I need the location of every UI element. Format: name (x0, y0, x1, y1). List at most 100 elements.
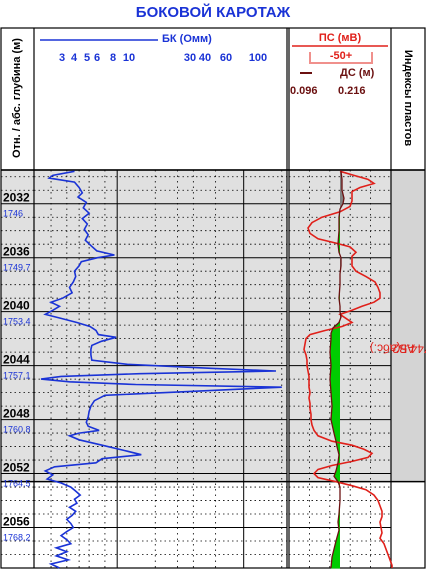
ds-fill-gray (340, 174, 342, 176)
ds-fill-green (331, 408, 340, 410)
ds-fill-green (330, 384, 340, 386)
ds-fill-green (338, 519, 340, 521)
ds-fill-green (335, 543, 340, 545)
ds-fill-green (331, 333, 340, 336)
ds-fill-green (335, 472, 340, 475)
ds-fill-gray (340, 178, 342, 180)
ds-fill-green (332, 555, 340, 558)
ds-fill-green (338, 518, 340, 520)
bk-tick-label: 8 (110, 52, 116, 64)
ds-fill-green (330, 375, 340, 377)
ds-fill-green (331, 415, 340, 417)
ds-fill-green (337, 448, 340, 450)
ds-fill-green (330, 381, 340, 383)
ds-fill-green (338, 518, 340, 520)
ds-fill-green (337, 449, 340, 452)
bk-curve (40, 170, 282, 569)
ds-fill-green (331, 423, 340, 425)
ds-fill-green (336, 444, 340, 446)
ds-fill-gray (340, 182, 342, 184)
ds-fill-green (336, 445, 340, 448)
ds-fill-green (336, 540, 340, 542)
ds-fill-green (330, 340, 340, 342)
ds-fill-green (330, 361, 340, 363)
ds-fill-green (333, 553, 340, 555)
ds-fill-gray (340, 194, 344, 197)
ds-fill-gray (340, 203, 344, 205)
layer-label: АВ21744.5(абс.) (370, 308, 426, 388)
ds-fill-green (334, 433, 340, 435)
ds-fill-green (331, 331, 340, 333)
ds-fill-green (338, 525, 340, 527)
ds-fill-gray (340, 195, 344, 197)
ds-fill-green (331, 396, 340, 398)
ds-fill-green (337, 447, 340, 449)
ds-fill-green (338, 238, 340, 240)
ds-fill-green (337, 465, 340, 467)
ds-fill-green (331, 420, 340, 423)
ds-fill-green (338, 242, 340, 244)
ds-fill-green (333, 429, 340, 431)
ds-fill-green (336, 324, 340, 326)
ds-fill-gray (340, 188, 342, 191)
ds-fill-green (332, 557, 340, 559)
ds-fill-green (336, 469, 340, 471)
ds-fill-green (336, 443, 340, 445)
ds-fill-gray (340, 186, 342, 189)
bk-tick-label: 3 (59, 52, 65, 64)
ds-fill-green (331, 418, 340, 420)
ds-fill-green (338, 234, 340, 236)
ds-fill-green (330, 346, 340, 348)
ds-fill-gray (340, 178, 342, 180)
ds-fill-green (331, 410, 340, 412)
ds-fill-green (330, 356, 340, 359)
ds-fill-green (331, 332, 340, 334)
layer-band-0 (1, 170, 34, 482)
ds-fill-green (335, 477, 340, 479)
ds-fill-green (335, 439, 340, 442)
ds-fill-green (334, 434, 340, 436)
ds-fill-green (338, 245, 340, 247)
ds-fill-green (330, 360, 340, 362)
ds-fill-green (338, 237, 340, 239)
ds-fill-gray (340, 184, 342, 186)
ds-fill-green (335, 472, 340, 474)
ds-fill-green (331, 421, 340, 423)
ds-fill-green (330, 358, 340, 360)
ds-fill-green (337, 449, 340, 451)
bk-tick-label: 6 (94, 52, 100, 64)
ds-fill-gray (340, 204, 343, 206)
ds-fill-gray (340, 185, 342, 187)
ds-fill-green (338, 246, 340, 248)
ds-fill-green (335, 471, 340, 473)
ds-fill-green (330, 357, 340, 359)
ds-fill-green (331, 331, 340, 334)
ds-fill-green (330, 350, 340, 352)
ds-fill-green (337, 466, 340, 468)
ds-fill-green (330, 387, 340, 390)
ds-fill-green (338, 248, 340, 250)
ds-fill-green (331, 422, 340, 425)
ds-fill-green (333, 551, 340, 553)
ds-fill-green (332, 427, 340, 429)
ds-fill-green (332, 329, 340, 332)
depth-md-label: 2040 (3, 299, 30, 313)
ds-fill-gray (340, 201, 344, 203)
ds-fill-green (337, 534, 340, 536)
ds-fill-green (338, 522, 340, 524)
ds-fill-green (336, 468, 340, 470)
ds-fill-green (334, 475, 340, 477)
bk-tick-label: 4 (71, 52, 78, 64)
ds-fill-green (331, 413, 340, 415)
ds-fill-green (331, 416, 340, 419)
ds-fill-green (331, 393, 340, 395)
ds-fill-green (330, 385, 340, 388)
ds-fill-green (333, 430, 340, 432)
bk-tick-label: 40 (199, 52, 211, 64)
ds-fill-green (331, 335, 340, 337)
depth-tvd-label: 1768.2 (3, 533, 31, 543)
ps-curve (303, 170, 393, 568)
bk-tick-label: 60 (220, 52, 232, 64)
ds-fill-green (338, 520, 340, 522)
ds-fill-green (330, 389, 340, 391)
